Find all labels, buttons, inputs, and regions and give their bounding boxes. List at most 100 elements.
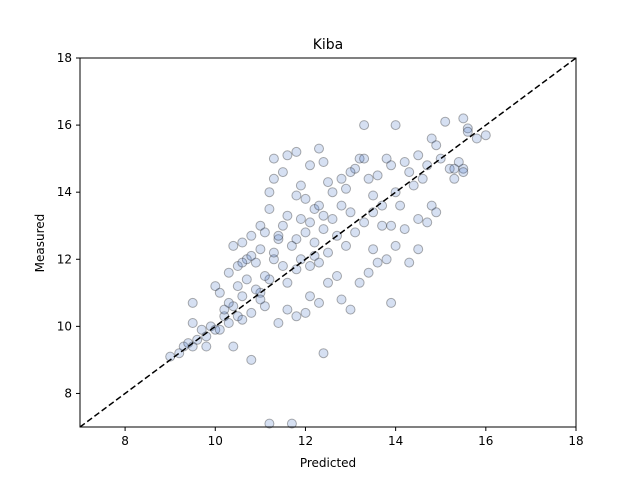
data-point — [336, 294, 347, 305]
data-point — [273, 230, 284, 241]
data-point — [368, 244, 379, 255]
data-point — [413, 214, 424, 224]
data-point — [228, 240, 239, 251]
data-point — [440, 116, 451, 127]
data-point — [453, 157, 464, 167]
data-point — [381, 153, 392, 164]
data-point — [305, 160, 315, 171]
data-point — [268, 173, 279, 184]
data-point — [291, 234, 302, 245]
data-point — [318, 210, 329, 221]
data-point — [295, 214, 306, 224]
data-point — [458, 113, 469, 124]
data-point — [237, 237, 248, 248]
data-point — [187, 318, 198, 328]
data-point — [241, 274, 252, 285]
chart-title: Kiba — [313, 37, 344, 53]
data-point — [250, 284, 261, 295]
data-point — [377, 200, 388, 211]
data-point — [259, 301, 270, 312]
y-tick-label: 14 — [57, 185, 72, 199]
data-point — [395, 200, 406, 211]
data-point — [336, 200, 347, 211]
data-point — [282, 150, 293, 161]
data-point — [323, 177, 333, 188]
data-point — [268, 254, 279, 265]
data-point — [359, 120, 370, 131]
data-point — [282, 277, 293, 288]
data-point — [232, 281, 243, 292]
data-point — [246, 250, 257, 261]
data-point — [386, 220, 397, 231]
data-point — [404, 257, 415, 268]
data-point — [237, 291, 248, 302]
data-point — [277, 167, 288, 178]
data-point — [399, 224, 410, 235]
data-point — [264, 274, 275, 285]
data-point — [223, 318, 234, 328]
data-point — [404, 167, 415, 178]
y-axis-ticks: 8 10 12 14 16 18 — [57, 51, 80, 400]
data-point — [431, 207, 442, 218]
data-point — [277, 261, 288, 271]
data-point — [327, 214, 338, 224]
data-point — [282, 304, 293, 315]
data-point — [372, 257, 383, 268]
data-point — [214, 324, 225, 335]
data-point — [228, 341, 239, 352]
data-point — [264, 187, 275, 198]
data-point — [214, 287, 225, 298]
data-point — [471, 133, 482, 144]
data-point — [246, 230, 257, 241]
data-point — [413, 150, 424, 161]
data-point — [462, 123, 473, 134]
data-point — [359, 217, 370, 228]
data-point — [431, 140, 442, 151]
data-point — [223, 267, 234, 278]
data-point — [422, 217, 433, 228]
data-point — [305, 217, 315, 228]
data-point — [255, 294, 266, 305]
data-point — [386, 160, 397, 171]
data-point — [273, 318, 284, 328]
data-point — [291, 190, 302, 201]
data-point — [350, 163, 361, 174]
data-point — [390, 120, 401, 131]
data-point — [426, 200, 437, 211]
data-point — [314, 257, 324, 268]
data-point — [327, 187, 338, 198]
data-point — [255, 220, 266, 231]
data-point — [246, 307, 257, 318]
x-axis-label: Predicted — [300, 456, 356, 470]
data-point — [295, 180, 306, 191]
data-point — [318, 224, 329, 235]
x-tick-label: 8 — [121, 434, 129, 448]
data-point — [444, 163, 455, 174]
data-point — [408, 180, 419, 191]
data-point — [300, 227, 311, 238]
data-point — [345, 304, 356, 315]
data-point — [368, 190, 379, 201]
data-point — [449, 163, 460, 174]
data-point — [323, 247, 333, 258]
y-axis-label: Measured — [33, 214, 47, 273]
data-point — [223, 297, 234, 308]
data-point — [259, 271, 270, 281]
y-tick-label: 18 — [57, 51, 72, 65]
data-point — [259, 227, 270, 238]
data-point — [377, 220, 388, 231]
data-point — [314, 297, 324, 308]
x-tick-label: 16 — [478, 434, 493, 448]
data-point — [314, 143, 324, 154]
data-point — [462, 126, 473, 137]
data-point — [246, 354, 257, 365]
data-point — [268, 247, 279, 258]
data-point — [345, 167, 356, 178]
x-tick-label: 14 — [388, 434, 403, 448]
data-point — [232, 261, 243, 271]
data-point — [350, 227, 361, 238]
data-point — [237, 257, 248, 268]
y-tick-label: 10 — [57, 319, 72, 333]
